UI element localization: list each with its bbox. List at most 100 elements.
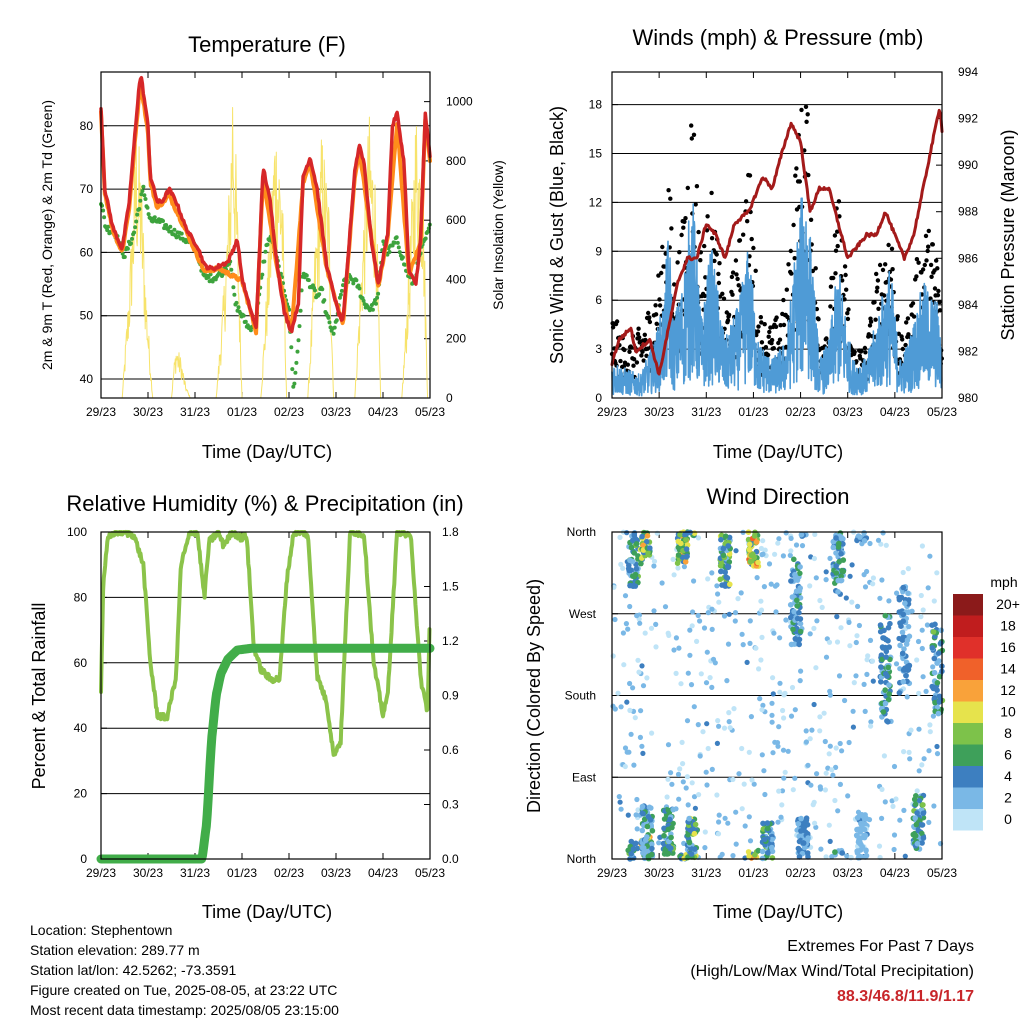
direction-point — [612, 706, 618, 712]
direction-title: Wind Direction — [706, 484, 849, 509]
dewpoint-point — [297, 324, 302, 329]
direction-point — [931, 803, 937, 809]
direction-point — [794, 577, 801, 583]
humidity-ytick-label: 80 — [74, 590, 88, 604]
direction-point — [839, 850, 846, 856]
dewpoint-point — [327, 320, 332, 325]
direction-point — [745, 849, 752, 855]
dewpoint-point — [142, 193, 147, 198]
direction-point — [685, 832, 691, 838]
direction-point — [725, 641, 732, 647]
gust-point — [914, 274, 919, 279]
direction-point — [826, 639, 833, 645]
direction-point — [901, 749, 907, 755]
direction-point — [714, 583, 720, 589]
direction-point — [787, 602, 794, 608]
gust-point — [791, 222, 796, 228]
direction-point — [762, 547, 768, 553]
dewpoint-point — [354, 278, 359, 283]
humidity-xtick-label: 30/23 — [133, 866, 163, 880]
gust-point — [900, 346, 905, 352]
direction-point — [628, 851, 634, 857]
direction-point — [916, 726, 922, 732]
direction-point — [709, 606, 715, 612]
dewpoint-point — [387, 250, 392, 254]
gust-point — [877, 262, 883, 268]
direction-point — [719, 851, 725, 858]
direction-point — [844, 853, 850, 859]
direction-point — [628, 731, 634, 737]
direction-point — [885, 696, 892, 703]
direction-point — [776, 724, 782, 730]
direction-point — [612, 616, 618, 623]
direction-point — [879, 577, 885, 583]
direction-point — [645, 813, 652, 820]
gust-point — [808, 217, 814, 222]
dewpoint-point — [168, 224, 173, 229]
direction-point — [656, 840, 662, 846]
gust-point — [754, 332, 759, 338]
direction-point — [817, 728, 823, 734]
gust-point — [852, 349, 857, 355]
direction-point — [616, 794, 622, 800]
direction-point — [668, 845, 674, 851]
winds-y2tick-label: 992 — [958, 112, 978, 126]
direction-point — [722, 569, 728, 575]
direction-point — [827, 743, 833, 749]
temperature-y2tick-label: 200 — [446, 332, 466, 346]
direction-point — [817, 597, 823, 604]
station-latlon: Station lat/lon: 42.5262; -73.3591 — [30, 962, 237, 978]
gust-point — [786, 262, 791, 267]
gust-point — [794, 166, 799, 171]
direction-point — [797, 570, 803, 577]
direction-point — [622, 763, 628, 770]
direction-point — [829, 767, 835, 773]
direction-point — [633, 541, 640, 547]
direction-point — [727, 581, 733, 588]
gust-point — [886, 242, 891, 248]
dewpoint-point — [164, 223, 169, 227]
direction-point — [838, 551, 844, 557]
direction-point — [657, 834, 663, 841]
direction-point — [739, 745, 745, 752]
direction-point — [691, 794, 698, 800]
direction-point — [739, 806, 745, 812]
direction-point — [855, 839, 862, 845]
direction-point — [677, 531, 683, 538]
direction-point — [900, 611, 906, 618]
gust-point — [875, 285, 880, 290]
direction-ytick-label: North — [567, 525, 596, 539]
gust-point — [840, 278, 845, 283]
direction-point — [857, 534, 863, 540]
gust-point — [709, 190, 714, 196]
direction-point — [640, 810, 646, 817]
direction-point — [788, 641, 795, 648]
direction-point — [664, 794, 670, 800]
direction-point — [709, 570, 715, 576]
direction-point — [905, 609, 912, 616]
direction-point — [889, 798, 895, 804]
direction-point — [750, 551, 756, 557]
gust-point — [682, 219, 687, 224]
dewpoint-point — [152, 215, 157, 220]
gust-point — [642, 332, 647, 337]
direction-point — [884, 718, 890, 724]
direction-point — [879, 815, 885, 822]
direction-point — [695, 535, 702, 541]
direction-xtick-label: 03/23 — [833, 866, 863, 880]
direction-point — [920, 674, 926, 680]
direction-point — [732, 618, 738, 624]
direction-point — [814, 618, 820, 624]
humidity-y2tick-label: 0.9 — [442, 689, 459, 703]
direction-point — [915, 638, 922, 645]
winds-y2tick-label: 988 — [958, 205, 978, 219]
gust-point — [883, 262, 888, 267]
direction-point — [936, 699, 943, 705]
direction-point — [840, 557, 847, 563]
direction-point — [931, 655, 938, 662]
direction-point — [883, 654, 889, 660]
direction-point — [800, 840, 807, 846]
temperature-y2tick-label: 800 — [446, 154, 466, 168]
direction-point — [853, 673, 859, 679]
direction-point — [792, 775, 798, 781]
